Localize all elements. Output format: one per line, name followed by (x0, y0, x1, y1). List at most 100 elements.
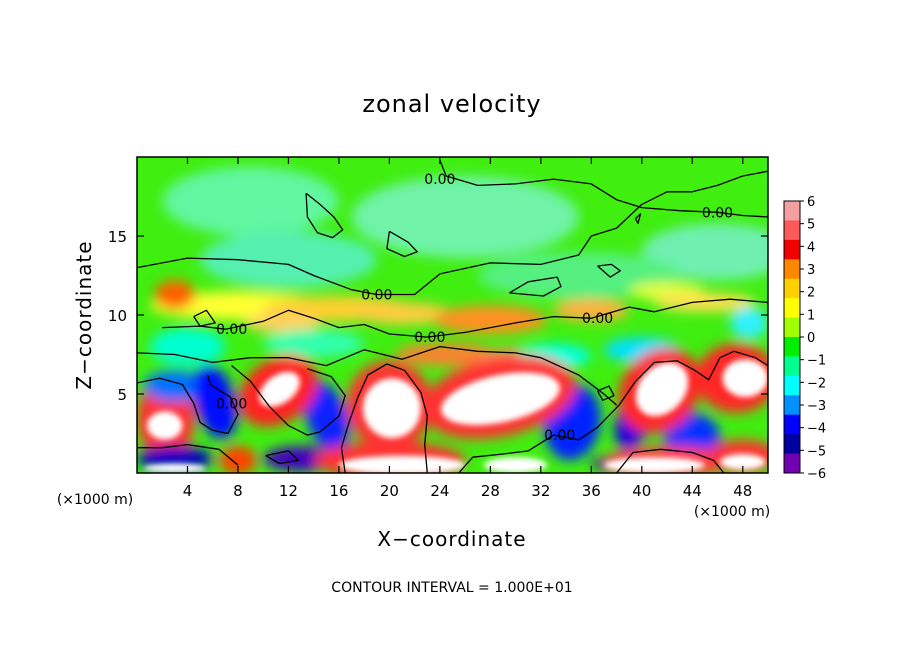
x-tick-label: 44 (683, 482, 702, 500)
velocity-core (362, 378, 421, 439)
contour-line (137, 170, 768, 296)
colorbar-swatch (784, 414, 800, 435)
velocity-core (338, 455, 466, 473)
colorbar-tick-label: −2 (807, 376, 826, 391)
x-tick-label: 20 (380, 482, 399, 500)
colorbar-tick-label: 3 (807, 263, 815, 278)
velocity-blob (263, 329, 365, 358)
colorbar-tick-label: −3 (807, 399, 826, 414)
velocity-blob (193, 364, 238, 439)
chart-title: zonal velocity (362, 90, 541, 118)
x-axis-unit-left: (×1000 m) (57, 492, 133, 508)
colorbar-swatch (784, 375, 800, 396)
x-tick-label: 4 (183, 482, 193, 500)
colorbar-swatch (784, 434, 800, 455)
zero-contours: 0.00 0.00 0.00 0.00 0.00 0.00 0.00 0.00 (137, 159, 768, 473)
colorbar-tick-label: −6 (807, 467, 826, 482)
velocity-blob (433, 305, 548, 334)
colorbar-swatch (784, 201, 800, 221)
y-tick-label: 10 (108, 307, 127, 325)
contour-line (137, 345, 618, 406)
colorbar-swatch (784, 220, 800, 241)
velocity-blob (395, 343, 497, 366)
colorbar-tick-label: −5 (807, 444, 826, 459)
contour-line (340, 363, 428, 473)
colorbar-tick-label: −4 (807, 422, 826, 437)
colorbar-tick-label: 0 (807, 331, 815, 346)
velocity-core (484, 457, 548, 473)
velocity-core (720, 454, 766, 470)
velocity-blob (219, 446, 257, 473)
colorbar: 6 5 4 3 2 1 0 −1 −2 −3 −4 −5 −6 (783, 195, 826, 482)
colorbar-swatch (784, 278, 800, 299)
x-tick-label: 12 (279, 482, 298, 500)
contour-line (439, 159, 768, 218)
colorbar-tick-label: 6 (807, 195, 815, 210)
x-axis-unit-right: (×1000 m) (694, 504, 770, 520)
x-tick-label: 28 (481, 482, 500, 500)
velocity-core (440, 372, 560, 426)
y-tick-label: 15 (108, 228, 127, 246)
y-axis-title: Z−coordinate (72, 240, 96, 389)
colorbar-swatch (784, 395, 800, 416)
contour-label: 0.00 (414, 330, 445, 346)
contour-line (597, 385, 615, 401)
colorbar-tick-label: −1 (807, 354, 826, 369)
velocity-core (722, 359, 768, 398)
velocity-blob (553, 299, 630, 322)
y-axis: 5 10 15 (108, 228, 768, 404)
x-tick-label: 48 (733, 482, 752, 500)
x-tick-label: 36 (582, 482, 601, 500)
contour-line (137, 374, 239, 435)
contour-line (508, 276, 562, 297)
colorbar-swatch (784, 453, 800, 474)
contour-line (616, 448, 725, 473)
contour-label: 0.00 (582, 311, 613, 327)
colorbar-tick-label: 1 (807, 308, 815, 323)
x-tick-label: 40 (632, 482, 651, 500)
colorbar-swatch (784, 239, 800, 260)
x-tick-label: 32 (531, 482, 550, 500)
colorbar-tick-label: 2 (807, 286, 815, 301)
contour-line (265, 450, 300, 465)
x-axis-title: X−coordinate (377, 527, 526, 551)
velocity-blob (154, 280, 196, 309)
colorbar-swatch (784, 356, 800, 377)
velocity-blob (730, 307, 768, 339)
velocity-blob (351, 302, 453, 325)
velocity-blob (654, 292, 756, 312)
x-tick-label: 16 (329, 482, 348, 500)
contour-line (162, 298, 768, 338)
x-tick-label: 8 (233, 482, 243, 500)
contour-label: 0.00 (361, 287, 392, 303)
velocity-blob (200, 231, 377, 289)
contour-line (597, 263, 621, 278)
y-tick-label: 5 (117, 386, 127, 404)
velocity-core (143, 463, 207, 473)
colorbar-tick-label: 5 (807, 218, 815, 233)
contour-line (458, 350, 768, 473)
contour-label: 0.00 (216, 396, 247, 412)
x-tick-label: 24 (430, 482, 449, 500)
colorbar-swatch (784, 259, 800, 280)
colorbar-swatch (784, 298, 800, 319)
velocity-core (603, 457, 705, 473)
contour-line (305, 192, 344, 239)
velocity-blob (162, 166, 339, 236)
contour-line (231, 365, 346, 436)
colorbar-tick-label: 4 (807, 240, 815, 255)
x-axis: 4 8 12 16 20 24 28 32 36 40 44 48 (183, 157, 752, 500)
velocity-core (259, 371, 300, 407)
contour-line (137, 443, 239, 466)
contour-label: 0.00 (702, 205, 733, 221)
colorbar-swatch (784, 337, 800, 357)
velocity-blob (244, 313, 320, 333)
contour-line (634, 213, 642, 225)
contour-label: 0.00 (424, 172, 455, 188)
velocity-blob (149, 327, 226, 366)
contour-interval-note: CONTOUR INTERVAL = 1.000E+01 (331, 580, 572, 596)
velocity-core (147, 411, 183, 440)
velocity-blob (351, 175, 579, 259)
contour-line (193, 309, 216, 327)
